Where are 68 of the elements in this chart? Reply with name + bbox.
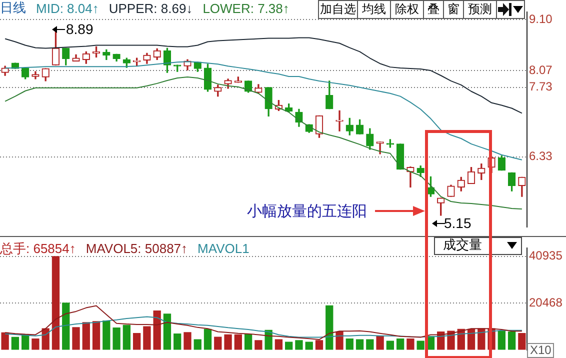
bar — [143, 326, 151, 350]
annotation: 除权 — [390, 0, 424, 19]
bar — [122, 324, 131, 350]
text: MAVOL5: 50887↑ — [86, 241, 188, 257]
annotation: 成交量 — [443, 238, 482, 254]
bar — [62, 302, 70, 350]
series-label: 总手: 65854↑ — [0, 241, 76, 257]
annotation: 小幅放量的五连阳 — [247, 202, 367, 220]
annotation: 加自选 — [318, 0, 358, 19]
bar — [153, 310, 161, 350]
bar — [406, 338, 414, 350]
bar — [274, 339, 283, 350]
bar — [346, 338, 354, 350]
text: MID: 8.04↑ — [36, 1, 99, 17]
bar — [498, 330, 506, 350]
annotation: 8.89 — [66, 21, 94, 37]
bar — [366, 339, 374, 350]
annotation: 窗 — [443, 0, 464, 19]
bar — [508, 331, 516, 350]
bar — [518, 333, 526, 350]
annotation: 日线 — [0, 1, 26, 17]
bar — [295, 340, 303, 350]
bar — [356, 339, 364, 350]
bar — [163, 314, 172, 350]
bar — [396, 338, 404, 350]
bar — [112, 328, 120, 350]
bar — [204, 328, 212, 350]
bar — [174, 333, 182, 350]
bar — [194, 339, 202, 350]
bar — [326, 305, 334, 350]
bar — [254, 340, 262, 350]
bar — [92, 321, 100, 350]
text: LOWER: 7.38↑ — [202, 1, 290, 17]
bar — [336, 331, 344, 350]
text: UPPER: 8.69↓ — [108, 1, 193, 17]
bar — [416, 340, 424, 350]
bar — [285, 342, 293, 350]
bar — [315, 340, 324, 350]
y-tick-label: 7.73 — [529, 80, 553, 94]
bar — [234, 334, 242, 350]
text: MAVOL1 — [198, 241, 250, 257]
y-tick-label: 6.33 — [529, 149, 553, 164]
bar — [184, 332, 192, 350]
bar — [305, 342, 313, 350]
y-tick-label: 8.07 — [529, 62, 553, 77]
bar — [82, 322, 90, 350]
bar — [132, 333, 141, 350]
bar — [72, 327, 80, 350]
bar — [11, 336, 20, 350]
bar — [386, 340, 394, 350]
annotation: 叠 — [423, 0, 444, 19]
bar — [32, 338, 40, 350]
bar — [1, 332, 9, 350]
y-tick-label: 20468 — [529, 295, 563, 310]
text: X10 — [527, 343, 554, 358]
annotation: 预测 — [463, 0, 497, 19]
bar — [224, 334, 232, 350]
bar — [244, 334, 252, 350]
bar — [376, 336, 384, 350]
bar — [467, 328, 476, 350]
y-tick-label: 9.10 — [529, 12, 553, 26]
candlestick — [406, 166, 414, 188]
annotation: 5.15 — [444, 215, 472, 231]
annotation: 均线 — [357, 0, 391, 19]
bar — [52, 256, 60, 350]
bar — [102, 320, 110, 350]
bar — [214, 336, 222, 350]
y-tick-label: 40935 — [529, 248, 563, 263]
